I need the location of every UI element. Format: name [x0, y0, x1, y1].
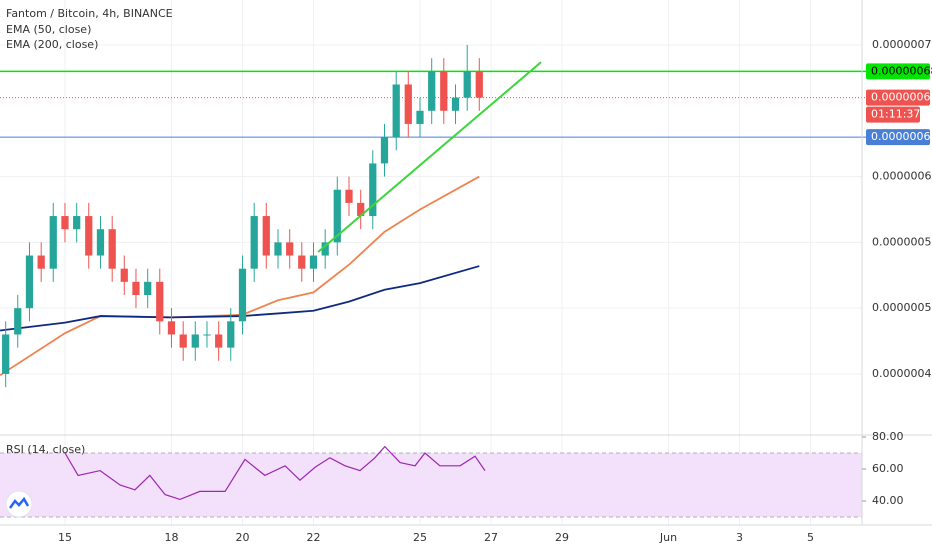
- x-tick-label: 15: [58, 531, 72, 544]
- candle-body: [108, 229, 116, 269]
- candle-body: [203, 334, 211, 336]
- ema-line: [0, 265, 480, 332]
- x-tick-label: Jun: [659, 531, 677, 544]
- y-tick-label: 0.00000070: [872, 38, 932, 51]
- x-tick-label: 5: [807, 531, 814, 544]
- candle-body: [120, 268, 128, 282]
- candle-body: [49, 216, 57, 269]
- y-tick-label: 0.00000055: [872, 235, 932, 248]
- candle-body: [416, 110, 424, 124]
- candle-body: [96, 229, 105, 256]
- x-tick-label: 22: [306, 531, 320, 544]
- y-tick-label: 0.00000060: [872, 170, 932, 183]
- ema-line: [0, 175, 480, 377]
- candle-body: [179, 334, 187, 348]
- candle-body: [73, 216, 81, 230]
- candle-body: [132, 281, 140, 295]
- candle-body: [298, 255, 306, 269]
- logo[interactable]: [5, 490, 33, 518]
- axis: 15 18 20 22 25 27 29 Jun 3 5 0.00000045 0.00000050 0…: [58, 38, 932, 544]
- price-label: 0.00000063: [871, 130, 932, 143]
- candle-body: [286, 242, 294, 256]
- plot: [0, 45, 870, 501]
- x-tick-label: 25: [413, 531, 427, 544]
- candle-body: [475, 71, 483, 98]
- price-label-box: [866, 63, 930, 80]
- logo-mark[interactable]: [8, 496, 30, 509]
- rsi-band: [0, 453, 862, 517]
- legend-entry: EMA (50, close): [6, 23, 91, 36]
- price-label-box: [866, 129, 930, 146]
- y-tick-label: 0.00000045: [872, 367, 932, 380]
- candle-body: [215, 334, 223, 348]
- candle-body: [2, 334, 10, 374]
- candle-body: [167, 321, 176, 335]
- grid: [0, 0, 862, 525]
- candle-body: [25, 255, 34, 309]
- y-tick-label: 0.00000050: [872, 301, 932, 314]
- candle-body: [451, 97, 460, 111]
- candle-body: [369, 163, 377, 217]
- x-tick-label: 29: [555, 531, 569, 544]
- countdown-box: [866, 106, 920, 123]
- candle-body: [37, 255, 45, 269]
- candle-body: [392, 84, 400, 138]
- y-tick-label: 40.00: [872, 494, 904, 507]
- y-tick-label: 80.00: [872, 430, 904, 443]
- y-tick-label: 60.00: [872, 462, 904, 475]
- candle-body: [333, 189, 341, 243]
- candle-body: [321, 242, 329, 256]
- candle-body: [238, 268, 247, 322]
- x-tick-label: 3: [736, 531, 743, 544]
- candle-body: [345, 189, 353, 203]
- candle-body: [156, 281, 164, 322]
- x-tick-label: 20: [235, 531, 249, 544]
- x-tick-label: 18: [164, 531, 178, 544]
- price-label: 0.00000068: [871, 64, 932, 77]
- candle-body: [144, 281, 152, 295]
- candle-body: [262, 216, 270, 256]
- candle-body: [191, 334, 199, 348]
- candle-body: [357, 202, 365, 217]
- chart-title: Fantom / Bitcoin, 4h, BINANCE: [6, 7, 173, 20]
- countdown: 01:11:37: [871, 108, 920, 121]
- candle-body: [85, 216, 93, 256]
- candle-body: [274, 242, 282, 256]
- x-tick-label: 27: [484, 531, 498, 544]
- rsi-title: RSI (14, close): [6, 443, 85, 456]
- candle-body: [428, 71, 436, 111]
- candle-body: [440, 71, 448, 111]
- candle-body: [309, 255, 318, 269]
- candle-body: [463, 71, 471, 98]
- candle-body: [227, 321, 235, 348]
- trend-line: [317, 61, 542, 253]
- candle-body: [380, 137, 389, 164]
- rsi-line: [64, 445, 486, 501]
- candle-body: [61, 216, 69, 230]
- candle-body: [14, 308, 22, 335]
- candle-body: [250, 216, 258, 269]
- legend-entry: EMA (200, close): [6, 38, 98, 51]
- price-label-box: [866, 89, 930, 106]
- candle-body: [404, 84, 412, 124]
- price-label: 0.00000066: [871, 91, 932, 104]
